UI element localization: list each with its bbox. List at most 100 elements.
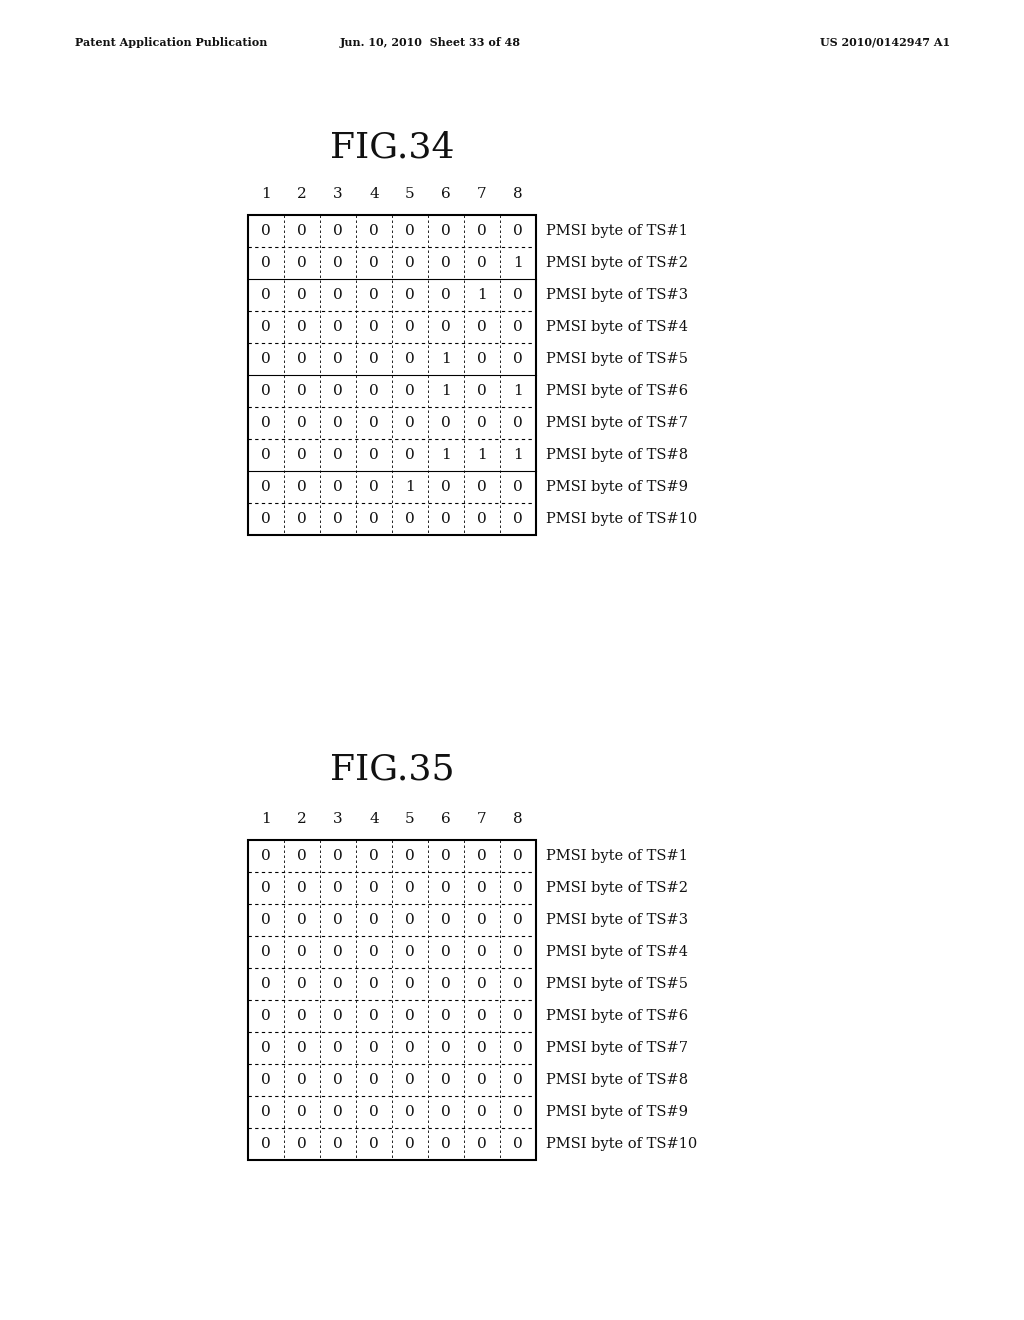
Text: 0: 0 (261, 319, 271, 334)
Text: 0: 0 (333, 849, 343, 863)
Text: PMSI byte of TS#1: PMSI byte of TS#1 (546, 224, 688, 238)
Text: 0: 0 (261, 416, 271, 430)
Text: 0: 0 (513, 880, 523, 895)
Text: 0: 0 (513, 319, 523, 334)
Text: 0: 0 (297, 1041, 307, 1055)
Text: FIG.35: FIG.35 (330, 752, 455, 787)
Text: 0: 0 (406, 352, 415, 366)
Text: 0: 0 (369, 480, 379, 494)
Text: 0: 0 (477, 512, 486, 525)
Text: 4: 4 (369, 187, 379, 201)
Text: 0: 0 (406, 977, 415, 991)
Text: 2: 2 (297, 187, 307, 201)
Bar (248, 215, 536, 535)
Text: 4: 4 (369, 812, 379, 826)
Text: PMSI byte of TS#1: PMSI byte of TS#1 (546, 849, 688, 863)
Text: 5: 5 (406, 187, 415, 201)
Text: 0: 0 (406, 1137, 415, 1151)
Text: PMSI byte of TS#9: PMSI byte of TS#9 (546, 480, 688, 494)
Text: 0: 0 (477, 1073, 486, 1086)
Text: 0: 0 (333, 256, 343, 271)
Text: 0: 0 (261, 1105, 271, 1119)
Text: 0: 0 (261, 512, 271, 525)
Text: 1: 1 (513, 384, 523, 399)
Text: 0: 0 (441, 880, 451, 895)
Text: 0: 0 (369, 1041, 379, 1055)
Text: 1: 1 (441, 352, 451, 366)
Text: 0: 0 (477, 352, 486, 366)
Bar (248, 840, 536, 1160)
Text: 0: 0 (369, 512, 379, 525)
Text: 0: 0 (333, 352, 343, 366)
Text: 0: 0 (261, 1137, 271, 1151)
Text: 0: 0 (441, 1073, 451, 1086)
Text: PMSI byte of TS#8: PMSI byte of TS#8 (546, 447, 688, 462)
Text: 0: 0 (513, 977, 523, 991)
Text: 0: 0 (333, 1008, 343, 1023)
Text: 8: 8 (513, 187, 523, 201)
Text: 0: 0 (441, 1008, 451, 1023)
Text: 0: 0 (513, 352, 523, 366)
Text: 7: 7 (477, 812, 486, 826)
Text: 0: 0 (261, 224, 271, 238)
Text: PMSI byte of TS#9: PMSI byte of TS#9 (546, 1105, 688, 1119)
Text: PMSI byte of TS#8: PMSI byte of TS#8 (546, 1073, 688, 1086)
Text: 0: 0 (297, 1073, 307, 1086)
Text: 0: 0 (406, 512, 415, 525)
Text: 0: 0 (369, 880, 379, 895)
Text: 0: 0 (406, 256, 415, 271)
Text: 0: 0 (513, 1041, 523, 1055)
Text: 0: 0 (333, 288, 343, 302)
Text: 0: 0 (333, 224, 343, 238)
Text: 0: 0 (441, 1041, 451, 1055)
Text: 0: 0 (297, 1137, 307, 1151)
Text: 1: 1 (477, 288, 486, 302)
Text: PMSI byte of TS#10: PMSI byte of TS#10 (546, 512, 697, 525)
Text: 0: 0 (441, 977, 451, 991)
Text: 0: 0 (261, 945, 271, 960)
Text: 0: 0 (369, 224, 379, 238)
Text: 0: 0 (441, 480, 451, 494)
Text: US 2010/0142947 A1: US 2010/0142947 A1 (820, 37, 950, 48)
Text: 0: 0 (477, 913, 486, 927)
Text: 1: 1 (513, 447, 523, 462)
Text: 0: 0 (513, 913, 523, 927)
Text: PMSI byte of TS#10: PMSI byte of TS#10 (546, 1137, 697, 1151)
Text: 0: 0 (477, 224, 486, 238)
Text: 0: 0 (406, 447, 415, 462)
Text: 0: 0 (297, 416, 307, 430)
Text: 0: 0 (441, 1105, 451, 1119)
Text: PMSI byte of TS#5: PMSI byte of TS#5 (546, 977, 688, 991)
Text: 0: 0 (441, 512, 451, 525)
Text: 0: 0 (477, 977, 486, 991)
Text: 8: 8 (513, 812, 523, 826)
Text: 0: 0 (477, 1105, 486, 1119)
Text: 0: 0 (261, 1073, 271, 1086)
Text: 2: 2 (297, 812, 307, 826)
Text: 0: 0 (297, 480, 307, 494)
Text: 0: 0 (261, 384, 271, 399)
Text: 0: 0 (441, 1137, 451, 1151)
Text: 0: 0 (513, 849, 523, 863)
Text: 0: 0 (297, 288, 307, 302)
Text: 0: 0 (333, 1073, 343, 1086)
Text: 0: 0 (261, 288, 271, 302)
Text: PMSI byte of TS#6: PMSI byte of TS#6 (546, 384, 688, 399)
Text: 0: 0 (261, 849, 271, 863)
Text: 0: 0 (333, 913, 343, 927)
Text: PMSI byte of TS#7: PMSI byte of TS#7 (546, 416, 688, 430)
Text: 0: 0 (333, 416, 343, 430)
Text: PMSI byte of TS#3: PMSI byte of TS#3 (546, 913, 688, 927)
Text: FIG.34: FIG.34 (330, 131, 455, 165)
Text: 0: 0 (369, 447, 379, 462)
Text: 0: 0 (261, 447, 271, 462)
Text: 0: 0 (297, 256, 307, 271)
Text: 0: 0 (261, 480, 271, 494)
Text: 0: 0 (261, 977, 271, 991)
Text: 0: 0 (333, 512, 343, 525)
Text: 5: 5 (406, 812, 415, 826)
Text: 0: 0 (513, 512, 523, 525)
Text: 1: 1 (261, 187, 271, 201)
Text: 0: 0 (513, 416, 523, 430)
Text: 1: 1 (406, 480, 415, 494)
